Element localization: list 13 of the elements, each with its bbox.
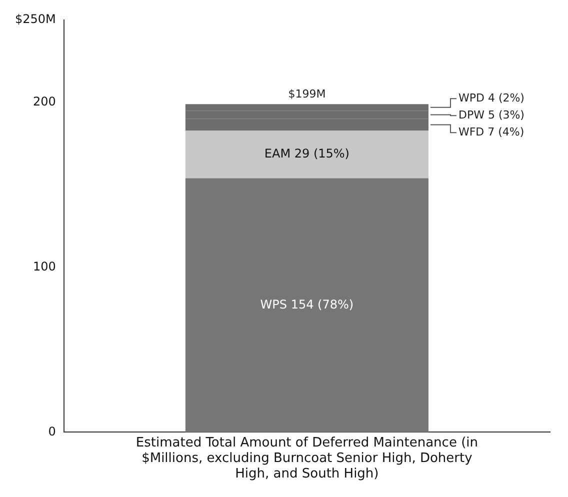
data-label: EAM 29 (15%): [264, 146, 350, 160]
y-tick-label: $250M: [14, 12, 56, 26]
data-label: DPW 5 (3%): [458, 108, 524, 122]
total-label: $199M: [288, 87, 326, 100]
data-label: WFD 7 (4%): [458, 125, 524, 138]
x-tick-label: Estimated Total Amount of Deferred Maintenance (in $Millions, excluding Burncoat Senior High, Doherty High, and South High): [136, 435, 478, 482]
data-label: WPD 4 (2%): [458, 91, 524, 104]
y-tick-label: 200: [32, 94, 56, 109]
bar: [185, 178, 428, 432]
y-tick-label: 100: [32, 259, 56, 274]
y-tick-label: 0: [48, 424, 56, 438]
data-label: WPS 154 (78%): [260, 297, 354, 312]
bar: [185, 130, 428, 178]
